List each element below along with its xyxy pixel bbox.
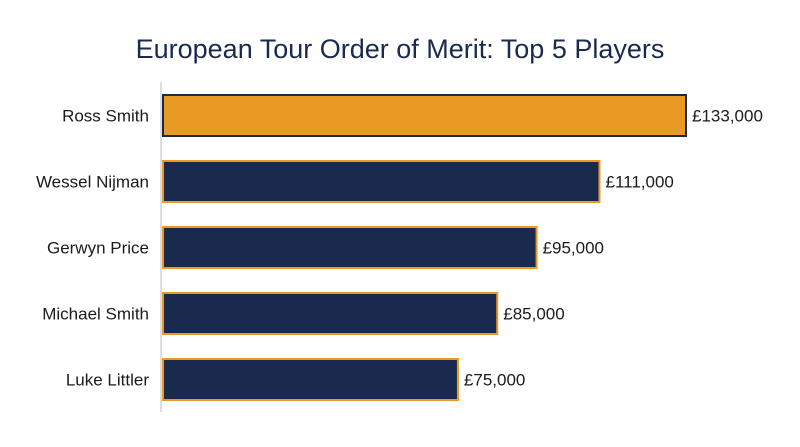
category-label: Michael Smith <box>42 305 149 324</box>
category-label: Luke Littler <box>66 371 149 390</box>
chart-title: European Tour Order of Merit: Top 5 Play… <box>136 34 665 64</box>
bar <box>162 94 687 137</box>
bar <box>162 226 538 269</box>
bar <box>162 358 459 401</box>
value-label: £75,000 <box>464 371 525 390</box>
value-label: £85,000 <box>503 305 564 324</box>
bar <box>162 292 499 335</box>
category-label: Wessel Nijman <box>36 173 149 192</box>
value-label: £133,000 <box>692 107 763 126</box>
category-label: Gerwyn Price <box>47 239 149 258</box>
bars-group: Ross Smith £133,000 Wessel Nijman £111,000 G… <box>36 94 763 401</box>
value-label: £95,000 <box>543 239 604 258</box>
category-label: Ross Smith <box>62 107 149 126</box>
bar <box>162 160 601 203</box>
value-label: £111,000 <box>605 173 673 192</box>
